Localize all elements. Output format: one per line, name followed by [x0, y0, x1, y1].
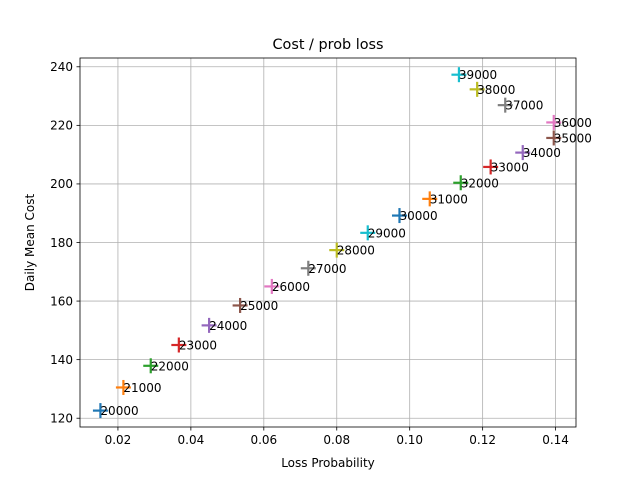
data-point-marker: [201, 317, 217, 333]
x-tick-label: 0.04: [178, 433, 205, 447]
data-point-label: 31000: [430, 192, 468, 206]
data-point-label: 36000: [554, 116, 592, 130]
grid-lines: [80, 58, 576, 427]
data-point-marker: [232, 297, 248, 313]
data-point-marker: [483, 159, 499, 175]
data-point-marker: [92, 403, 108, 419]
data-point-marker: [546, 114, 562, 130]
x-tick-label: 0.06: [250, 433, 277, 447]
data-point-marker: [115, 379, 131, 395]
data-point-marker: [391, 208, 407, 224]
x-tick-label: 0.02: [105, 433, 132, 447]
data-point-label: 30000: [399, 209, 437, 223]
data-point-label: 20000: [100, 404, 138, 418]
data-point-label: 21000: [123, 381, 161, 395]
data-point-label: 26000: [272, 280, 310, 294]
x-axis-ticks: 0.02 0.04 0.06 0.08 0.10 0.12 0.14: [105, 427, 569, 447]
data-point-marker: [143, 358, 159, 374]
chart-title: Cost / prob loss: [272, 37, 383, 53]
data-point-label: 35000: [554, 131, 592, 145]
data-point-label: 29000: [368, 226, 406, 240]
x-tick-label: 0.10: [396, 433, 423, 447]
y-tick-label: 180: [50, 236, 73, 250]
data-point-label: 37000: [505, 99, 543, 113]
data-point-marker: [451, 67, 467, 83]
data-point-label: 34000: [523, 146, 561, 160]
data-point-label: 27000: [308, 262, 346, 276]
data-point-marker: [469, 81, 485, 97]
y-tick-label: 200: [50, 177, 73, 191]
data-point-marker: [360, 225, 376, 241]
data-point-label: 23000: [179, 339, 217, 353]
y-axis-ticks: 120 140 160 180 200 220 240: [50, 60, 80, 426]
x-tick-label: 0.08: [323, 433, 350, 447]
data-point-marker: [171, 337, 187, 353]
data-point-label: 25000: [240, 299, 278, 313]
data-point-label: 38000: [477, 83, 515, 97]
y-tick-label: 220: [50, 119, 73, 133]
x-tick-label: 0.12: [469, 433, 496, 447]
x-tick-label: 0.14: [542, 433, 569, 447]
data-point-label: 39000: [459, 68, 497, 82]
y-tick-label: 140: [50, 353, 73, 367]
data-point-marker: [300, 260, 316, 276]
data-point-label: 33000: [491, 160, 529, 174]
data-point-marker: [422, 191, 438, 207]
data-point-marker: [453, 175, 469, 191]
data-point-label: 28000: [337, 244, 375, 258]
data-point-label: 32000: [461, 176, 499, 190]
data-point-marker: [515, 145, 531, 161]
y-tick-label: 240: [50, 60, 73, 74]
data-point-marker: [329, 242, 345, 258]
y-tick-label: 120: [50, 412, 73, 426]
x-axis-label: Loss Probability: [281, 456, 375, 470]
data-point-marker: [497, 97, 513, 113]
data-point-labels: 20000 21000 22000 23000 24000 25000 26000 27000…: [100, 68, 592, 418]
y-tick-label: 160: [50, 294, 73, 308]
data-points: [92, 67, 562, 419]
data-point-label: 22000: [151, 359, 189, 373]
data-point-label: 24000: [209, 319, 247, 333]
data-point-marker: [264, 278, 280, 294]
y-axis-label: Daily Mean Cost: [23, 194, 37, 292]
data-point-marker: [546, 130, 562, 146]
